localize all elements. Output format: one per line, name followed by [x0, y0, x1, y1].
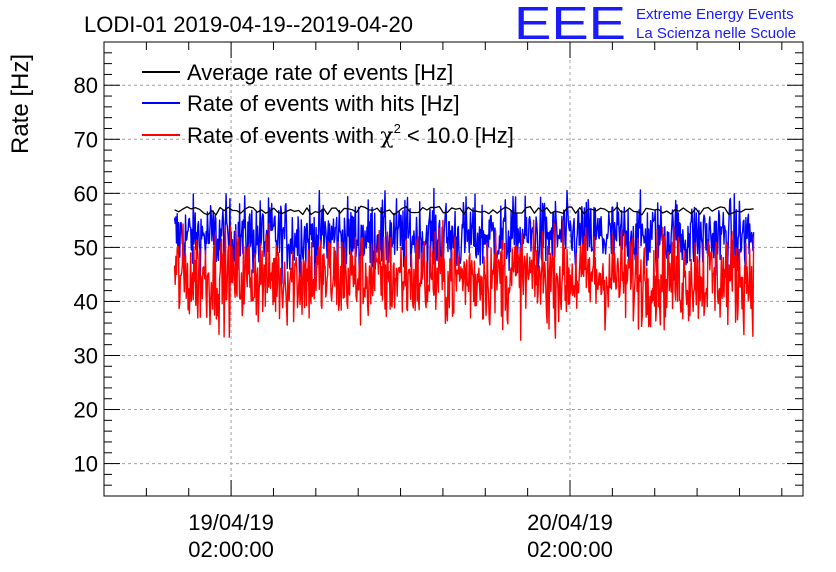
- legend-label-average: Average rate of events [Hz]: [187, 60, 453, 85]
- y-tick-label-30: 30: [74, 343, 98, 368]
- legend-label-chi2: Rate of events with χ2 < 10.0 [Hz]: [187, 121, 514, 149]
- eee-logo: EEE Extreme Energy Events La Scienza nel…: [514, 0, 796, 49]
- eee-logo-line1: Extreme Energy Events: [636, 6, 794, 23]
- x-tick-label-date-1: 20/04/19: [527, 510, 613, 535]
- series-line-chi2: [173, 219, 755, 341]
- axis-layer: 102030405060708019/04/1902:00:0020/04/19…: [74, 41, 804, 562]
- y-tick-label-80: 80: [74, 73, 98, 98]
- legend-label-hits: Rate of events with hits [Hz]: [187, 91, 460, 116]
- eee-logo-mark: EEE: [514, 0, 626, 49]
- y-axis-label: Rate [Hz]: [7, 54, 34, 154]
- y-tick-label-70: 70: [74, 127, 98, 152]
- plot-frame: [103, 41, 804, 497]
- y-tick-label-50: 50: [74, 235, 98, 260]
- y-tick-label-60: 60: [74, 181, 98, 206]
- series-line-average: [174, 205, 754, 216]
- series-layer: [173, 187, 755, 341]
- y-tick-label-20: 20: [74, 398, 98, 423]
- y-tick-label-40: 40: [74, 289, 98, 314]
- x-tick-label-date-0: 19/04/19: [188, 510, 274, 535]
- x-tick-label-time-0: 02:00:00: [188, 537, 274, 562]
- chart-title: LODI-01 2019-04-19--2019-04-20: [84, 12, 413, 37]
- y-tick-label-10: 10: [74, 452, 98, 477]
- x-tick-label-time-1: 02:00:00: [527, 537, 613, 562]
- legend: Average rate of events [Hz] Rate of even…: [142, 60, 514, 149]
- eee-logo-line2: La Scienza nelle Scuole: [636, 25, 796, 42]
